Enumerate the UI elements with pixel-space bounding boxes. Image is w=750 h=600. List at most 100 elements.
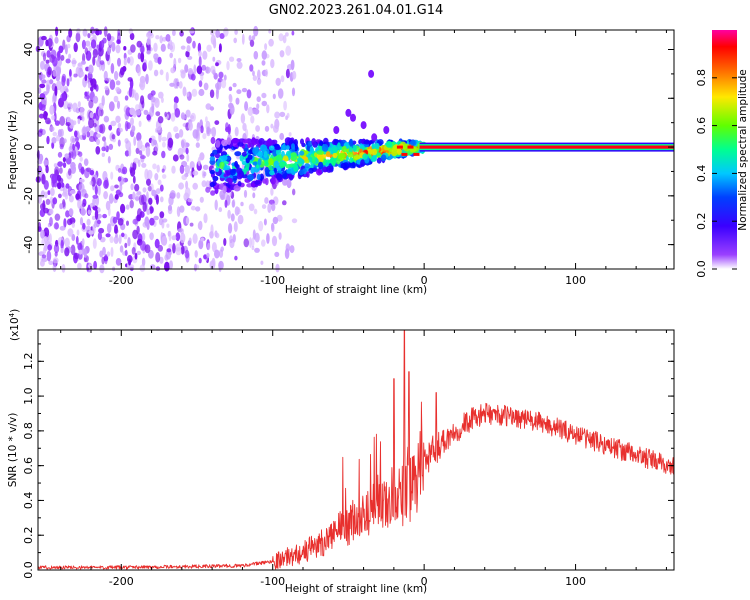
spectrogram-noise-cell xyxy=(49,208,54,215)
spectrogram-noise-cell xyxy=(52,56,58,67)
spectrogram-noise-cell xyxy=(285,45,292,56)
spectrogram-noise-cell xyxy=(139,83,144,88)
spectrogram-noise-cell xyxy=(52,263,57,273)
spectrogram-noise-cell xyxy=(169,260,173,270)
spectrogram-noise-cell xyxy=(92,197,96,207)
spectrogram-noise-cell xyxy=(149,106,155,118)
spectrogram-ridge-cell xyxy=(350,113,356,122)
spectrogram-noise-cell xyxy=(48,260,54,265)
spectrogram-noise-cell xyxy=(173,126,179,133)
spectrogram-ridge-cell xyxy=(274,145,282,151)
spectrogram-noise-cell xyxy=(88,136,95,142)
spectrogram-noise-cell xyxy=(108,193,114,204)
spectrogram-noise-cell xyxy=(197,42,202,53)
spectrogram-noise-cell xyxy=(187,198,194,203)
spectrogram-noise-cell xyxy=(37,87,42,94)
spectrogram-noise-cell xyxy=(124,242,128,249)
spectrogram-noise-cell xyxy=(42,247,47,254)
spectrogram-noise-cell xyxy=(144,244,151,254)
snr-ytick-label: 1.0 xyxy=(22,387,35,405)
spectrogram-noise-cell xyxy=(124,249,128,257)
spectrogram-ridge-cell xyxy=(403,143,411,152)
spectrogram-noise-cell xyxy=(154,173,159,181)
spectrogram-noise-cell xyxy=(97,108,101,117)
spectrogram-ridge-cell xyxy=(304,163,311,169)
spectrogram-noise-cell xyxy=(152,163,157,170)
colorbar-tick-label: 0.6 xyxy=(695,117,708,135)
spectrogram-noise-cell xyxy=(43,207,49,214)
spectrogram-noise-cell xyxy=(60,247,64,254)
spectrogram-noise-cell xyxy=(71,137,76,143)
spectrogram-noise-cell xyxy=(186,91,190,97)
spectrogram-noise-cell xyxy=(198,55,202,67)
spectrogram-noise-cell xyxy=(270,187,274,196)
spectrogram-noise-cell xyxy=(128,258,132,266)
spectrogram-noise-cell xyxy=(50,187,55,197)
spectrogram-noise-cell xyxy=(197,156,201,167)
spectrogram-noise-cell xyxy=(79,156,83,162)
spectrogram-noise-cell xyxy=(84,193,89,199)
spectrogram-noise-cell xyxy=(284,248,290,260)
spectrogram-ridge-cell xyxy=(269,170,275,176)
spectrogram-noise-cell xyxy=(227,209,231,219)
snr-ytick-label: 0.4 xyxy=(22,492,35,510)
spectrogram-ridge-cell xyxy=(243,167,250,172)
spectrogram-noise-cell xyxy=(77,262,82,270)
spectrogram-ridge-cell xyxy=(333,139,338,146)
spectrogram-noise-cell xyxy=(152,150,158,156)
spectrogram-noise-cell xyxy=(52,197,58,205)
spectrogram-noise-cell xyxy=(69,69,72,78)
spectrogram-noise-cell xyxy=(290,59,295,71)
spectrogram-noise-cell xyxy=(147,185,153,192)
spectrogram-ridge-cell xyxy=(385,140,393,148)
spectrogram-ridge-cell xyxy=(311,157,316,164)
spectrogram-noise-cell xyxy=(141,162,147,168)
spectrogram-noise-cell xyxy=(106,223,112,234)
spectrogram-noise-cell xyxy=(212,56,216,62)
spectrogram-noise-cell xyxy=(209,231,214,239)
spectrogram-noise-cell xyxy=(134,183,140,192)
spectrogram-noise-cell xyxy=(60,54,65,61)
spectrogram-noise-cell xyxy=(49,104,55,115)
spectrogram-noise-cell xyxy=(75,32,81,43)
spectrogram-noise-cell xyxy=(86,131,91,138)
spectrogram-noise-cell xyxy=(63,218,67,228)
spectrogram-noise-cell xyxy=(149,232,154,241)
spectrogram-noise-cell xyxy=(203,213,208,224)
spectrogram-ridge-cell xyxy=(316,150,323,155)
spectrogram-noise-cell xyxy=(90,78,97,88)
spectrogram-noise-cell xyxy=(187,240,192,247)
spectrogram-noise-cell xyxy=(179,232,186,244)
spectrogram-noise-cell xyxy=(215,232,220,239)
spectrogram-noise-cell xyxy=(53,243,60,254)
spectrogram-ridge-cell xyxy=(237,141,244,147)
spectrogram-noise-cell xyxy=(81,115,85,122)
spectrogram-noise-cell xyxy=(228,86,233,92)
spectrogram-ridge-cell xyxy=(252,147,258,155)
spectrogram-noise-cell xyxy=(53,222,60,230)
spectrogram-noise-cell xyxy=(109,79,116,90)
spectrogram-noise-cell xyxy=(186,45,191,52)
spectrogram-ridge-cell xyxy=(371,143,376,150)
spectrogram-noise-cell xyxy=(161,150,166,159)
spectrogram-noise-cell xyxy=(61,264,66,273)
spectrogram-noise-cell xyxy=(77,62,83,67)
spectrogram-noise-cell xyxy=(54,36,59,44)
spectrogram-noise-cell xyxy=(82,222,86,230)
spectrogram-noise-cell xyxy=(242,122,247,132)
spectrogram-noise-cell xyxy=(82,28,88,37)
spectrogram-noise-cell xyxy=(277,88,284,99)
spectrogram-ridge-cell xyxy=(291,143,295,150)
spectrogram-noise-cell xyxy=(42,52,47,62)
spectrogram-noise-cell xyxy=(279,132,285,141)
spectrogram-noise-cell xyxy=(41,35,47,41)
spectrogram-ridge-cell xyxy=(236,173,243,180)
spectrogram-noise-cell xyxy=(169,190,176,200)
spectrogram-frame xyxy=(37,29,675,270)
spectrogram-noise-cell xyxy=(184,187,191,198)
spectrogram-noise-cell xyxy=(111,41,116,52)
spectrogram-noise-cell xyxy=(288,132,292,137)
spectrogram-ridge-cell xyxy=(331,146,338,154)
spectrogram-noise-cell xyxy=(236,89,242,95)
spectrogram-noise-cell xyxy=(211,242,217,253)
